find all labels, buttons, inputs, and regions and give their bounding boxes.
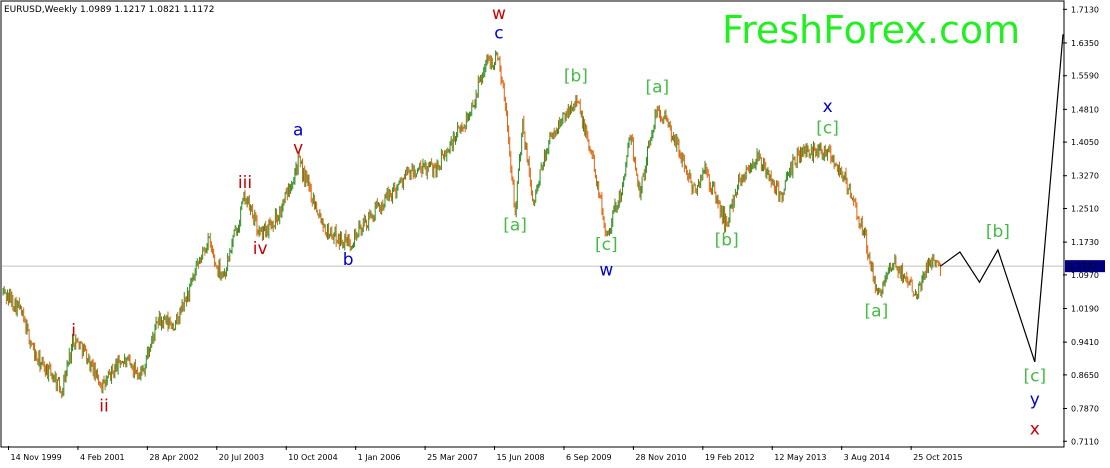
wave-label: w (492, 4, 506, 24)
x-tick-label: 1 Jan 2006 (358, 453, 401, 462)
wave-label: iv (253, 239, 268, 259)
y-tick-label: 1.3270 (1071, 172, 1099, 181)
x-tick-label: 28 Apr 2002 (149, 453, 198, 462)
y-tick-label: 1.5590 (1071, 72, 1099, 81)
wave-label: ii (99, 397, 108, 417)
x-tick-label: 25 Mar 2007 (427, 453, 478, 462)
forecast-line (940, 34, 1064, 363)
wave-label: y (1030, 390, 1040, 410)
wave-label: [b] (715, 231, 739, 251)
wave-label: [a] (645, 78, 669, 98)
y-tick-label: 1.0970 (1071, 271, 1099, 280)
wave-label: [b] (564, 67, 588, 87)
current-price-label: 1.1172 (1069, 262, 1097, 271)
y-tick-label: 1.4810 (1071, 105, 1099, 114)
wave-label: iii (238, 173, 252, 193)
wave-label: [b] (986, 222, 1010, 242)
watermark-logo: FreshForex.com (722, 8, 1020, 52)
chart-title: EURUSD,Weekly 1.0989 1.1217 1.0821 1.117… (4, 5, 215, 15)
wave-label: [c] (595, 235, 618, 255)
wave-labels: iiiiiiivvabwc[a][b][c]w[a][b]x[c][a][b][… (71, 4, 1046, 439)
x-tick-label: 25 Oct 2015 (913, 453, 962, 462)
wave-label: [c] (816, 119, 839, 139)
wave-label: x (1030, 419, 1040, 439)
y-tick-label: 1.4050 (1071, 138, 1099, 147)
current-price-marker: 1.1172 (1065, 260, 1105, 273)
x-tick-label: 14 Nov 1999 (11, 453, 62, 462)
y-tick-label: 1.2510 (1071, 204, 1099, 213)
x-tick-label: 15 Jun 2008 (497, 453, 545, 462)
x-tick-label: 20 Jul 2003 (219, 453, 264, 462)
y-tick-label: 0.7870 (1071, 404, 1099, 413)
y-tick-label: 0.8650 (1071, 371, 1099, 380)
wave-label: w (599, 261, 613, 281)
wave-label: b (343, 250, 354, 270)
wave-label: [a] (503, 216, 527, 236)
plot-area (0, 0, 1065, 448)
wave-label: v (293, 139, 303, 159)
x-tick-label: 12 May 2013 (774, 453, 826, 462)
y-tick-label: 1.1730 (1071, 238, 1099, 247)
wave-label: [a] (865, 302, 889, 322)
y-axis: 1.7130 1.6350 1.5590 1.4810 1.4050 1.3270 1.25… (1063, 5, 1099, 446)
x-tick-label: 4 Feb 2001 (80, 453, 125, 462)
y-tick-label: 0.7110 (1071, 437, 1099, 446)
y-tick-label: 0.9410 (1071, 338, 1099, 347)
y-tick-label: 1.7130 (1071, 5, 1099, 14)
forecast-path (940, 34, 1064, 363)
y-tick-label: 1.6350 (1071, 39, 1099, 48)
x-tick-label: 6 Sep 2009 (566, 453, 612, 462)
wave-label: x (823, 97, 833, 117)
x-tick-label: 3 Aug 2014 (844, 453, 890, 462)
price-series (2, 50, 1063, 399)
x-tick-label: 28 Nov 2010 (635, 453, 686, 462)
wave-label: a (293, 121, 303, 141)
current-price-badge (1065, 260, 1105, 273)
y-tick-label: 1.0190 (1071, 304, 1099, 313)
x-tick-label: 19 Feb 2012 (705, 453, 755, 462)
wave-label: i (71, 321, 76, 341)
wave-label: c (494, 24, 503, 44)
x-tick-label: 10 Oct 2004 (288, 453, 337, 462)
wave-label: [c] (1023, 366, 1046, 386)
x-axis: 14 Nov 1999 4 Feb 2001 28 Apr 2002 20 Jul 2… (8, 446, 963, 462)
